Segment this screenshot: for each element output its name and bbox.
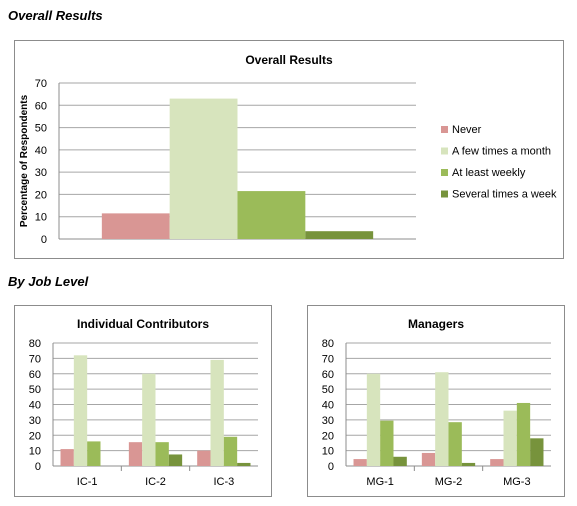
y-tick-label: 20 bbox=[322, 430, 334, 442]
chart-title: Individual Contributors bbox=[77, 317, 209, 331]
x-tick-label: MG-3 bbox=[503, 476, 531, 488]
y-tick-label: 50 bbox=[29, 384, 41, 396]
bar-never bbox=[421, 452, 436, 466]
bar-a-few-times-a-month bbox=[366, 373, 381, 466]
y-tick-label: 40 bbox=[35, 145, 47, 157]
legend-label: Several times a week bbox=[452, 189, 557, 201]
bar-a-few-times-a-month bbox=[210, 359, 224, 466]
overall-results-heading: Overall Results bbox=[8, 8, 103, 23]
chart-title: Overall Results bbox=[245, 53, 333, 67]
individual-contributors-chart-frame: Individual Contributors 0 10 20 30 40 50 60 70 80… bbox=[14, 305, 272, 497]
managers-chart: Managers 0 10 20 30 40 50 60 70 80 MG-1 MG-2 MG-3 bbox=[322, 317, 551, 488]
bar-at-least-weekly bbox=[448, 422, 462, 466]
x-tick-label: MG-2 bbox=[435, 476, 463, 488]
bar-at-least-weekly bbox=[87, 441, 101, 466]
bar-at-least-weekly bbox=[155, 442, 169, 466]
bar-a-few-times-a-month bbox=[142, 373, 156, 466]
y-tick-label: 70 bbox=[322, 353, 334, 365]
bar-several-times-a-week bbox=[168, 454, 183, 466]
y-tick-label: 10 bbox=[29, 446, 41, 458]
overall-chart-frame: Overall Results 0 10 20 30 40 50 60 70 Percentage… bbox=[14, 40, 564, 259]
y-tick-label: 70 bbox=[29, 353, 41, 365]
bar-several-times-a-week bbox=[530, 438, 544, 466]
bar-a-few-times-a-month bbox=[73, 355, 88, 466]
y-tick-label: 0 bbox=[41, 234, 47, 246]
bar-several-times-a-week bbox=[237, 462, 251, 466]
legend-swatch bbox=[441, 126, 448, 133]
bar-several-times-a-week bbox=[461, 462, 476, 466]
y-tick-label: 20 bbox=[29, 430, 41, 442]
y-axis-label: Percentage of Respondents bbox=[19, 94, 30, 227]
legend-label: At least weekly bbox=[452, 167, 526, 179]
managers-chart-frame: Managers 0 10 20 30 40 50 60 70 80 MG-1 MG-2 MG-3 bbox=[307, 305, 565, 497]
bar-a-few-times-a-month bbox=[503, 410, 517, 466]
y-tick-label: 80 bbox=[29, 338, 41, 350]
legend-swatch bbox=[441, 169, 448, 176]
y-tick-label: 40 bbox=[29, 400, 41, 412]
chart-title: Managers bbox=[408, 317, 464, 331]
bar-never bbox=[490, 459, 504, 466]
x-tick-label: MG-1 bbox=[366, 476, 394, 488]
bar-never bbox=[128, 442, 143, 466]
bar-several-times-a-week bbox=[393, 456, 407, 466]
y-tick-label: 0 bbox=[328, 461, 334, 473]
y-tick-label: 60 bbox=[29, 369, 41, 381]
bar-never bbox=[197, 450, 211, 466]
y-tick-label: 80 bbox=[322, 338, 334, 350]
legend-label: Never bbox=[452, 124, 482, 136]
y-tick-label: 30 bbox=[35, 167, 47, 179]
individual-contributors-chart: Individual Contributors 0 10 20 30 40 50 60 70 80… bbox=[29, 317, 258, 488]
legend-swatch bbox=[441, 190, 448, 198]
y-tick-label: 10 bbox=[322, 446, 334, 458]
bar-at-least-weekly bbox=[237, 191, 306, 239]
bar-never bbox=[353, 459, 367, 466]
y-tick-label: 60 bbox=[35, 100, 47, 112]
y-tick-label: 40 bbox=[322, 400, 334, 412]
bar-a-few-times-a-month bbox=[169, 98, 238, 239]
x-tick-label: IC-1 bbox=[77, 476, 98, 488]
by-job-level-heading: By Job Level bbox=[8, 274, 89, 289]
y-tick-label: 50 bbox=[322, 384, 334, 396]
bar-several-times-a-week bbox=[305, 231, 374, 239]
bar-at-least-weekly bbox=[223, 436, 238, 466]
legend-swatch bbox=[441, 147, 448, 155]
y-tick-label: 70 bbox=[35, 78, 47, 90]
y-tick-label: 20 bbox=[35, 189, 47, 201]
y-tick-label: 10 bbox=[35, 212, 47, 224]
y-tick-label: 30 bbox=[322, 415, 334, 427]
bar-at-least-weekly bbox=[380, 420, 394, 466]
overall-results-chart: Overall Results 0 10 20 30 40 50 60 70 Percentage… bbox=[19, 53, 557, 246]
legend-label: A few times a month bbox=[452, 146, 551, 158]
y-tick-label: 30 bbox=[29, 415, 41, 427]
bar-at-least-weekly bbox=[516, 402, 531, 466]
x-tick-label: IC-3 bbox=[213, 476, 234, 488]
x-tick-label: IC-2 bbox=[145, 476, 166, 488]
bar-never bbox=[101, 213, 170, 239]
y-tick-label: 60 bbox=[322, 369, 334, 381]
y-tick-label: 0 bbox=[35, 461, 41, 473]
bar-a-few-times-a-month bbox=[435, 372, 449, 466]
y-tick-label: 50 bbox=[35, 123, 47, 135]
bar-never bbox=[60, 449, 74, 466]
